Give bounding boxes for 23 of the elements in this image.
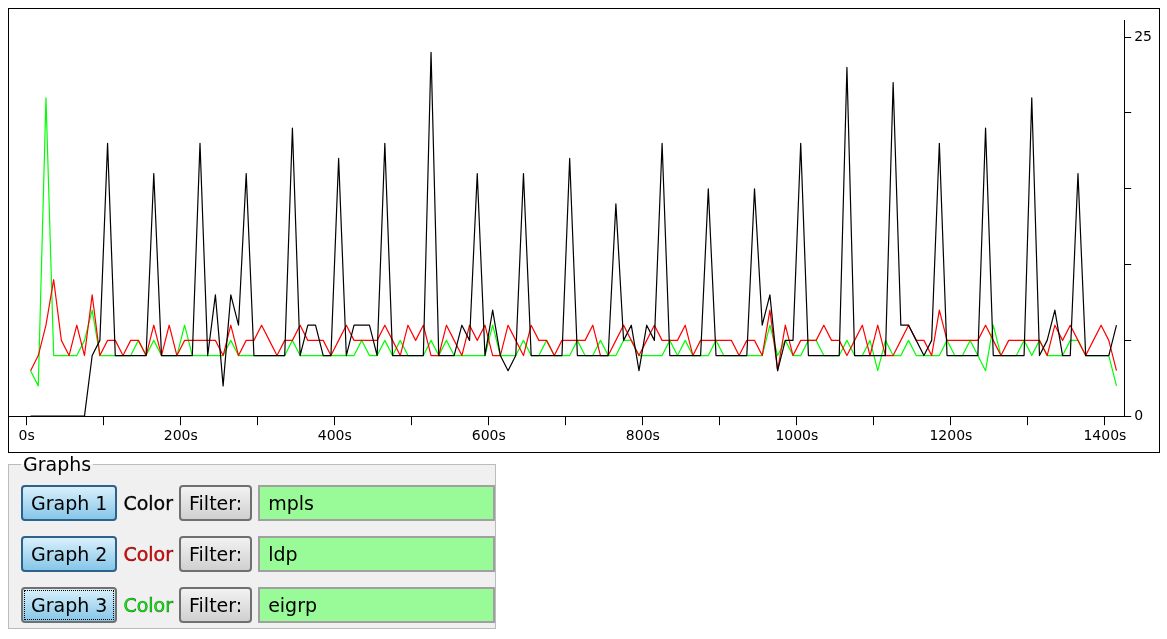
legend-label: ldp	[258, 535, 495, 572]
text: Color	[123, 593, 174, 616]
x-tick-label: 400s	[317, 427, 352, 444]
x-tick-label: 1400s	[1083, 427, 1127, 444]
legend-label: mpls	[258, 484, 495, 521]
legend-title: Graphs	[22, 453, 93, 475]
caption: Graph 2	[21, 535, 118, 572]
legend-label: eigrp	[258, 586, 495, 623]
x-tick-label: 0s	[18, 427, 35, 444]
x-tick-label: 800s	[625, 427, 660, 444]
x-tick-label: 600s	[471, 427, 506, 444]
x-tick-label: 1200s	[929, 427, 973, 444]
caption: Graph 3	[21, 586, 118, 623]
caption: Graph 1	[21, 484, 118, 521]
text: Filter:	[179, 484, 253, 521]
text: Filter:	[189, 542, 243, 565]
y-tick-label: 25	[1134, 27, 1153, 44]
text: Color	[123, 542, 174, 565]
text: Filter:	[189, 593, 243, 616]
text: Color	[123, 491, 174, 514]
x-tick-label: 200s	[163, 427, 198, 444]
x-tick-label: 1000s	[775, 427, 819, 444]
y-tick-label: 0	[1134, 406, 1144, 423]
